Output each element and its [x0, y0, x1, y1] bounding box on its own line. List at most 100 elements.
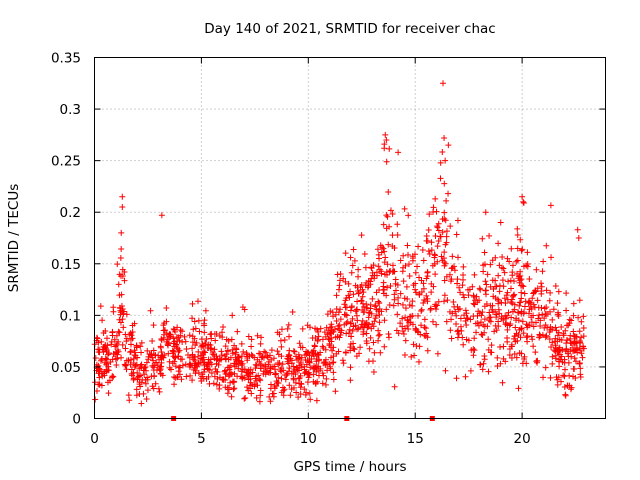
data-point [511, 333, 518, 340]
data-point [538, 280, 545, 287]
data-point [570, 300, 577, 307]
data-point [517, 282, 524, 289]
data-point [237, 360, 244, 367]
data-point [495, 240, 502, 247]
data-point [505, 278, 512, 285]
data-point [288, 360, 295, 367]
data-point [191, 318, 198, 325]
data-point [332, 311, 339, 318]
data-point [411, 352, 418, 359]
data-point [479, 235, 486, 242]
data-point [471, 347, 478, 354]
data-point [401, 352, 408, 359]
data-point [134, 376, 141, 383]
data-point [365, 323, 372, 330]
data-point [498, 315, 505, 322]
data-point [95, 381, 102, 388]
data-point [386, 223, 393, 230]
data-point [227, 362, 234, 369]
data-point [443, 233, 450, 240]
data-point [538, 290, 545, 297]
data-point [116, 329, 123, 336]
data-point [328, 323, 335, 330]
data-point [414, 328, 421, 335]
data-point [437, 175, 444, 182]
data-point [471, 271, 478, 278]
data-point [413, 289, 420, 296]
data-point [481, 261, 488, 268]
data-point [227, 354, 234, 361]
data-point [281, 386, 288, 393]
data-point [322, 333, 329, 340]
data-point [136, 390, 143, 397]
data-point [218, 348, 225, 355]
data-point [163, 304, 170, 311]
data-point [487, 261, 494, 268]
y-tick-label: 0.2 [60, 205, 81, 221]
data-point [333, 292, 340, 299]
data-point [477, 286, 484, 293]
data-point [416, 291, 423, 298]
data-point [299, 325, 306, 332]
data-point [349, 315, 356, 322]
data-point [405, 251, 412, 258]
data-point [412, 286, 419, 293]
data-point [128, 341, 135, 348]
data-point [383, 271, 390, 278]
data-point [172, 363, 179, 370]
data-point [96, 374, 103, 381]
data-point [467, 367, 474, 374]
data-point [138, 349, 145, 356]
data-point [481, 249, 488, 256]
data-point [330, 313, 337, 320]
data-point [441, 249, 448, 256]
data-point [109, 374, 116, 381]
data-point [238, 353, 245, 360]
data-point [290, 376, 297, 383]
data-point [475, 308, 482, 315]
data-point [524, 322, 531, 329]
data-point [522, 298, 529, 305]
data-point [560, 332, 567, 339]
data-point [102, 345, 109, 352]
data-point [239, 304, 246, 311]
x-tick-label: 5 [197, 431, 206, 447]
data-point [190, 356, 197, 363]
data-point [453, 321, 460, 328]
data-point [402, 262, 409, 269]
data-point [350, 345, 357, 352]
data-point [461, 294, 468, 301]
data-point [485, 368, 492, 375]
data-point [433, 306, 440, 313]
data-point [92, 379, 99, 386]
data-point [117, 309, 124, 316]
data-point [220, 324, 227, 331]
data-point [471, 335, 478, 342]
data-point [467, 316, 474, 323]
data-point [189, 315, 196, 322]
data-point [129, 372, 136, 379]
data-point [404, 296, 411, 303]
data-point [376, 319, 383, 326]
data-point [395, 294, 402, 301]
data-point [121, 361, 128, 368]
data-point [323, 375, 330, 382]
data-point [282, 376, 289, 383]
data-point [402, 314, 409, 321]
data-point [256, 398, 263, 405]
data-point [322, 346, 329, 353]
data-point [538, 304, 545, 311]
data-point [306, 371, 313, 378]
data-point [349, 327, 356, 334]
data-point [380, 245, 387, 252]
data-point [418, 308, 425, 315]
data-point [518, 289, 525, 296]
data-point [339, 357, 346, 364]
data-point [533, 358, 540, 365]
data-point [335, 286, 342, 293]
data-point [389, 243, 396, 250]
data-point [386, 145, 393, 152]
data-point [542, 364, 549, 371]
data-point [526, 276, 533, 283]
data-point [529, 295, 536, 302]
